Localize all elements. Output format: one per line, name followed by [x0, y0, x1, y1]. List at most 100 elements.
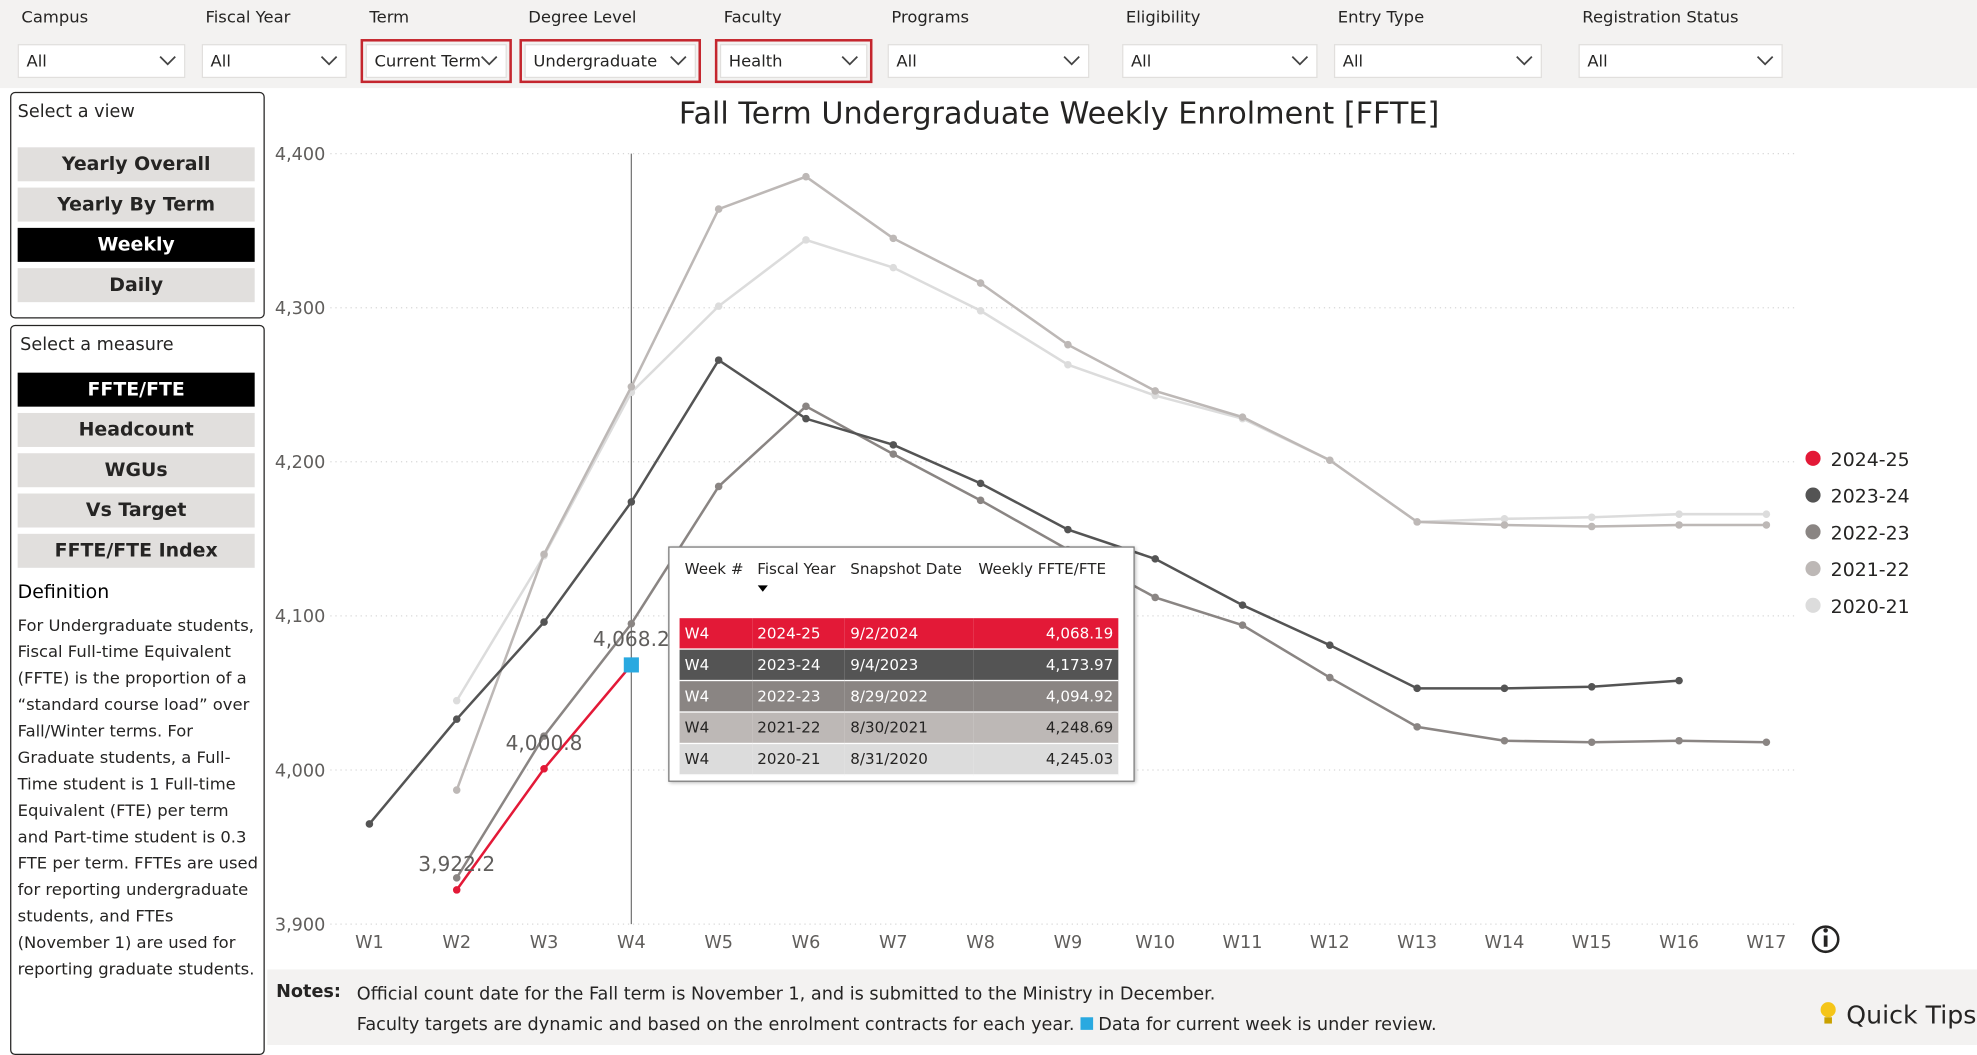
- point: [889, 263, 898, 272]
- filter-value[interactable]: Current Term: [374, 52, 481, 72]
- chevron: [159, 56, 176, 66]
- chevron: [670, 56, 687, 66]
- filter-value[interactable]: All: [26, 52, 47, 72]
- tooltip-cell: W4: [679, 743, 753, 776]
- filter-dropdown[interactable]: Health: [714, 39, 873, 84]
- measure-button[interactable]: FFTE/FTE: [17, 372, 255, 407]
- chevron: [1516, 56, 1533, 66]
- point: [1675, 676, 1683, 685]
- point: [627, 619, 636, 628]
- filter-dropdown[interactable]: All: [17, 44, 186, 79]
- filter-dropdown[interactable]: All: [1333, 44, 1542, 79]
- tooltip-table: Week # Fiscal Year Snapshot Date Weekly FFT…: [679, 558, 1119, 776]
- filter-value[interactable]: All: [896, 52, 917, 72]
- filter-value[interactable]: All: [1342, 52, 1364, 72]
- filter-value[interactable]: Undergraduate: [533, 52, 658, 72]
- x-tick-label: W15: [1572, 933, 1612, 953]
- measure-button[interactable]: FFTE/FTE Index: [17, 533, 255, 568]
- point: [1762, 521, 1771, 529]
- tooltip-cell: W4: [679, 618, 753, 650]
- x-tick-label: W5: [704, 933, 733, 953]
- tooltip-cell: 8/31/2020: [845, 743, 974, 776]
- point: [1064, 525, 1072, 534]
- point: [802, 172, 810, 181]
- measure-panel: Select a measure FFTE/FTE Headcount WGUs Vs …: [10, 324, 265, 1055]
- point: [540, 764, 548, 773]
- point: [889, 234, 898, 243]
- filter-dropdown[interactable]: Current Term: [360, 39, 512, 84]
- tooltip-header-row: Week # Fiscal Year Snapshot Date Weekly FFT…: [680, 558, 1119, 618]
- notes-title: Notes:: [276, 982, 342, 1003]
- quick-tips[interactable]: Quick Tips: [1818, 1000, 1976, 1030]
- x-tick-label: W16: [1659, 933, 1699, 953]
- point: [1151, 555, 1159, 563]
- bulb-icon: [1820, 1002, 1836, 1024]
- view-button[interactable]: Yearly By Term: [17, 187, 255, 222]
- point: [889, 450, 898, 458]
- tooltip-cell: 9/4/2023: [845, 649, 974, 682]
- legend-label: 2024-25: [1831, 449, 1910, 471]
- measure-button[interactable]: WGUs: [17, 453, 255, 488]
- point: [1326, 673, 1334, 682]
- tooltip-row: W4 2022-23 8/29/2022 4,094.92: [679, 680, 1119, 713]
- point: [1413, 518, 1421, 526]
- point: [540, 732, 548, 740]
- view-button[interactable]: Weekly: [17, 227, 255, 262]
- chevron: [1291, 56, 1309, 66]
- tooltip-cell: W4: [679, 649, 753, 682]
- point: [1326, 641, 1334, 649]
- point: [714, 356, 723, 364]
- y-tick-label: 4,400: [275, 145, 326, 165]
- filter-dropdown[interactable]: All: [201, 44, 347, 79]
- tooltip-cell: 2024-25: [752, 618, 846, 650]
- filter-dropdown[interactable]: All: [887, 44, 1090, 79]
- filter-label: Fiscal Year: [205, 8, 291, 28]
- point: [714, 205, 723, 213]
- note-marker-text: Data for current week is under review.: [1098, 1014, 1437, 1035]
- filter-dropdown[interactable]: All: [1122, 44, 1318, 79]
- point: [1238, 601, 1247, 609]
- measure-button[interactable]: Headcount: [17, 412, 255, 447]
- view-button[interactable]: Yearly Overall: [17, 147, 255, 182]
- x-tick-label: W17: [1746, 933, 1786, 953]
- info-icon[interactable]: [1811, 925, 1840, 954]
- point: [976, 307, 985, 315]
- point: [1587, 738, 1596, 747]
- point: [1326, 456, 1334, 465]
- tooltip-cell: 4,068.19: [973, 618, 1119, 650]
- tooltip-cell: 2023-24: [752, 649, 846, 682]
- point: [802, 414, 810, 423]
- point: [452, 886, 461, 894]
- filter-dropdown[interactable]: Undergraduate: [519, 39, 702, 84]
- chevron: [1756, 56, 1774, 66]
- point: [802, 402, 810, 411]
- point: [976, 496, 985, 505]
- tooltip-header: Weekly FFTE/FTE: [978, 560, 1107, 578]
- point: [1762, 738, 1771, 747]
- data-label: 4,000.8: [506, 731, 583, 755]
- filter-value[interactable]: All: [1587, 52, 1608, 72]
- tooltip-cell: 4,245.03: [973, 743, 1119, 776]
- point: [1500, 515, 1509, 523]
- filter-dropdown[interactable]: All: [1578, 44, 1783, 79]
- measure-button[interactable]: Vs Target: [17, 493, 255, 528]
- quick-tips-label[interactable]: Quick Tips: [1846, 999, 1977, 1030]
- filter-value[interactable]: All: [1130, 52, 1152, 72]
- x-tick-label: W9: [1054, 933, 1083, 953]
- chevron: [320, 56, 338, 66]
- filter-value[interactable]: All: [210, 52, 231, 72]
- filter-value[interactable]: Health: [728, 52, 783, 72]
- point: [1064, 340, 1072, 349]
- point: [802, 236, 810, 244]
- view-panel: Select a view Yearly Overall Yearly By Ter…: [10, 91, 265, 319]
- view-button[interactable]: Daily: [17, 268, 255, 303]
- point: [365, 820, 374, 828]
- legend-swatch: [1805, 524, 1821, 540]
- tooltip-header: Week #: [684, 560, 744, 578]
- point: [1500, 736, 1509, 745]
- tooltip-cell: 2021-22: [752, 711, 846, 745]
- tooltip-cell: 9/2/2024: [845, 618, 974, 650]
- series-line: [368, 358, 1680, 825]
